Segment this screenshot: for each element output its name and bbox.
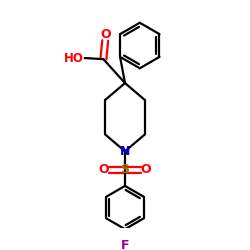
Text: O: O (141, 164, 152, 176)
Text: F: F (121, 239, 129, 250)
Text: N: N (120, 145, 130, 158)
Text: O: O (100, 28, 110, 41)
Text: HO: HO (64, 52, 84, 64)
Text: O: O (98, 164, 109, 176)
Text: S: S (120, 164, 130, 176)
